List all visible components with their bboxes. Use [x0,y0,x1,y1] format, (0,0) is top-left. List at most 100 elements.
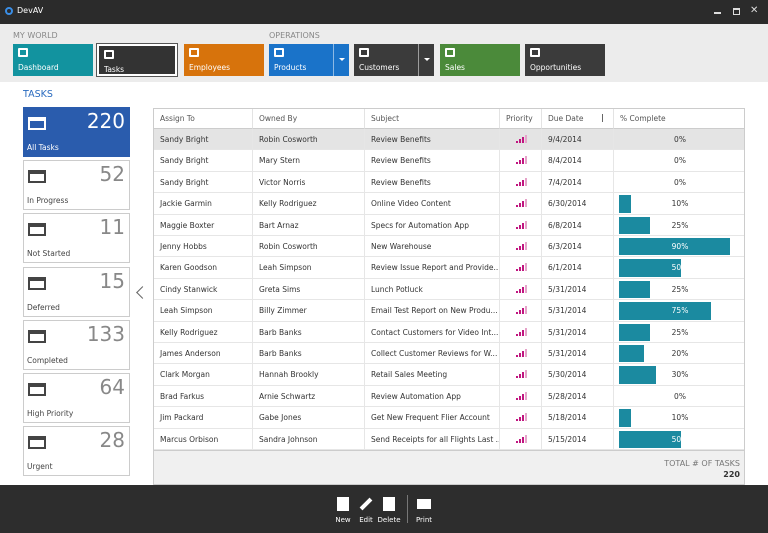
bottom-toolbar: New Edit Delete Print [0,485,768,533]
ribbon-tile[interactable]: Sales [440,44,520,76]
maximize-button[interactable] [733,8,740,15]
task-row[interactable]: Clark Morgan Hannah Brookly Retail Sales M… [154,364,744,386]
column-header[interactable]: Due Date [542,109,614,129]
priority-bar [525,413,527,422]
filter-icon [28,436,46,450]
cell-owner: Hannah Brookly [253,364,365,385]
ribbon-tile[interactable]: Opportunities [525,44,605,76]
filter-label: Urgent [27,462,53,472]
priority-bar [519,181,521,186]
toolbar-label: Delete [377,516,401,524]
filter-icon [28,223,46,237]
toolbar-button[interactable]: New [329,495,357,527]
ribbon-tile[interactable]: Products [269,44,349,76]
cell-assign: Sandy Bright [154,129,253,150]
priority-bar [519,331,521,336]
task-row[interactable]: Jim Packard Gabe Jones Get New Frequent Fl… [154,407,744,429]
progress-label: 20% [671,349,689,358]
ribbon-tile[interactable]: Customers [354,44,434,76]
cell-owner: Leah Simpson [253,257,365,278]
task-row[interactable]: Leah Simpson Billy Zimmer Email Test Repor… [154,300,744,322]
task-row[interactable]: Maggie Boxter Bart Arnaz Specs for Automat… [154,214,744,236]
column-header[interactable]: Subject [365,109,500,129]
priority-bar [519,353,521,357]
toolbar-button[interactable]: Delete [375,495,403,527]
priority-bar [519,417,521,422]
toolbar-button[interactable]: Edit [352,495,380,527]
priority-bar [525,306,527,315]
title-bar: DevAV ✕ [0,0,768,24]
cell-due: 6/8/2014 [542,214,614,235]
cell-assign: James Anderson [154,343,253,364]
progress-label: 25% [671,327,689,337]
filter-tile[interactable]: 15 Deferred [23,266,130,317]
column-header[interactable]: Assign To [154,109,253,129]
cell-subject: Collect Customer Reviews for W... [365,343,500,364]
filter-tile[interactable]: 220 All Tasks [23,107,130,157]
task-row[interactable]: Jenny Hobbs Robin Cosworth New Warehouse 6/… [154,236,744,258]
dropdown-arrow[interactable] [339,58,345,61]
cell-owner: Barb Banks [253,343,365,364]
priority-bar [522,308,524,315]
filter-icon [28,170,46,184]
close-button[interactable]: ✕ [750,5,759,16]
cell-due: 6/1/2014 [542,257,614,278]
task-row[interactable]: Jackie Garmin Kelly Rodriguez Online Video… [154,193,744,215]
priority-bar [516,183,518,186]
priority-bar [519,224,521,229]
filter-label: In Progress [27,196,69,206]
task-row[interactable]: James Anderson Barb Banks Collect Customer… [154,343,744,365]
ribbon-tile[interactable]: Dashboard [13,44,93,76]
priority-icon [500,428,542,449]
dropdown-arrow[interactable] [424,58,430,61]
priority-bar [516,355,518,357]
task-row[interactable]: Cindy Stanwick Greta Sims Lunch Potluck 5/3… [154,278,744,301]
task-row[interactable]: Karen Goodson Leah Simpson Review Issue Re… [154,257,744,279]
cell-assign: Jackie Garmin [154,193,253,214]
priority-bar [525,199,527,208]
minimize-button[interactable] [714,12,721,14]
cell-owner: Barb Banks [253,321,365,342]
filter-tile[interactable]: 64 High Priority [23,373,130,423]
priority-bar [522,222,524,229]
priority-bar [519,203,521,208]
priority-bar [516,248,518,250]
cell-due: 5/31/2014 [542,300,614,321]
ribbon-tile[interactable]: Employees [184,44,264,76]
cell-assign: Maggie Boxter [154,214,253,235]
cell-subject: Email Test Report on New Produ... [365,300,500,321]
filter-tile[interactable]: 11 Not Started [23,213,130,264]
toolbar-button[interactable]: Print [410,495,438,527]
filter-icon [28,383,46,396]
filter-tile[interactable]: 52 In Progress [23,160,130,211]
priority-bar [522,415,524,422]
task-row[interactable]: Kelly Rodriguez Barb Banks Contact Custome… [154,321,744,343]
cell-due: 5/28/2014 [542,385,614,407]
tile-label: Employees [189,63,231,72]
cell-owner: Gabe Jones [253,407,365,428]
progress-bar [619,409,632,427]
priority-icon [500,150,542,171]
task-row[interactable]: Sandy Bright Victor Norris Review Benefits… [154,171,744,194]
priority-bar [516,226,518,229]
toolbar-icon [383,497,395,511]
task-row[interactable]: Sandy Bright Robin Cosworth Review Benefit… [154,129,744,151]
task-row[interactable]: Brad Farkus Arnie Schwartz Review Automati… [154,385,744,408]
cell-assign: Karen Goodson [154,257,253,278]
ribbon-tile[interactable]: Tasks [96,43,178,77]
collapse-chevron[interactable] [136,286,149,299]
priority-bar [525,391,527,400]
filter-tile[interactable]: 133 Completed [23,319,130,370]
priority-bar [525,327,527,336]
column-header[interactable]: Owned By [253,109,365,129]
toolbar-label: New [335,516,351,524]
ribbon: MY WORLD Dashboard Tasks Employees OPERATION… [0,24,768,82]
cell-due: 5/30/2014 [542,364,614,385]
column-header[interactable]: % Complete [614,109,744,129]
tile-label: Dashboard [18,63,59,72]
task-row[interactable]: Sandy Bright Mary Stern Review Benefits 8/4… [154,150,744,172]
task-row[interactable]: Marcus Orbison Sandra Johnson Send Receipt… [154,428,744,450]
column-header[interactable]: Priority [500,109,542,129]
filter-tile[interactable]: 28 Urgent [23,426,130,477]
tile-icon [189,48,199,57]
